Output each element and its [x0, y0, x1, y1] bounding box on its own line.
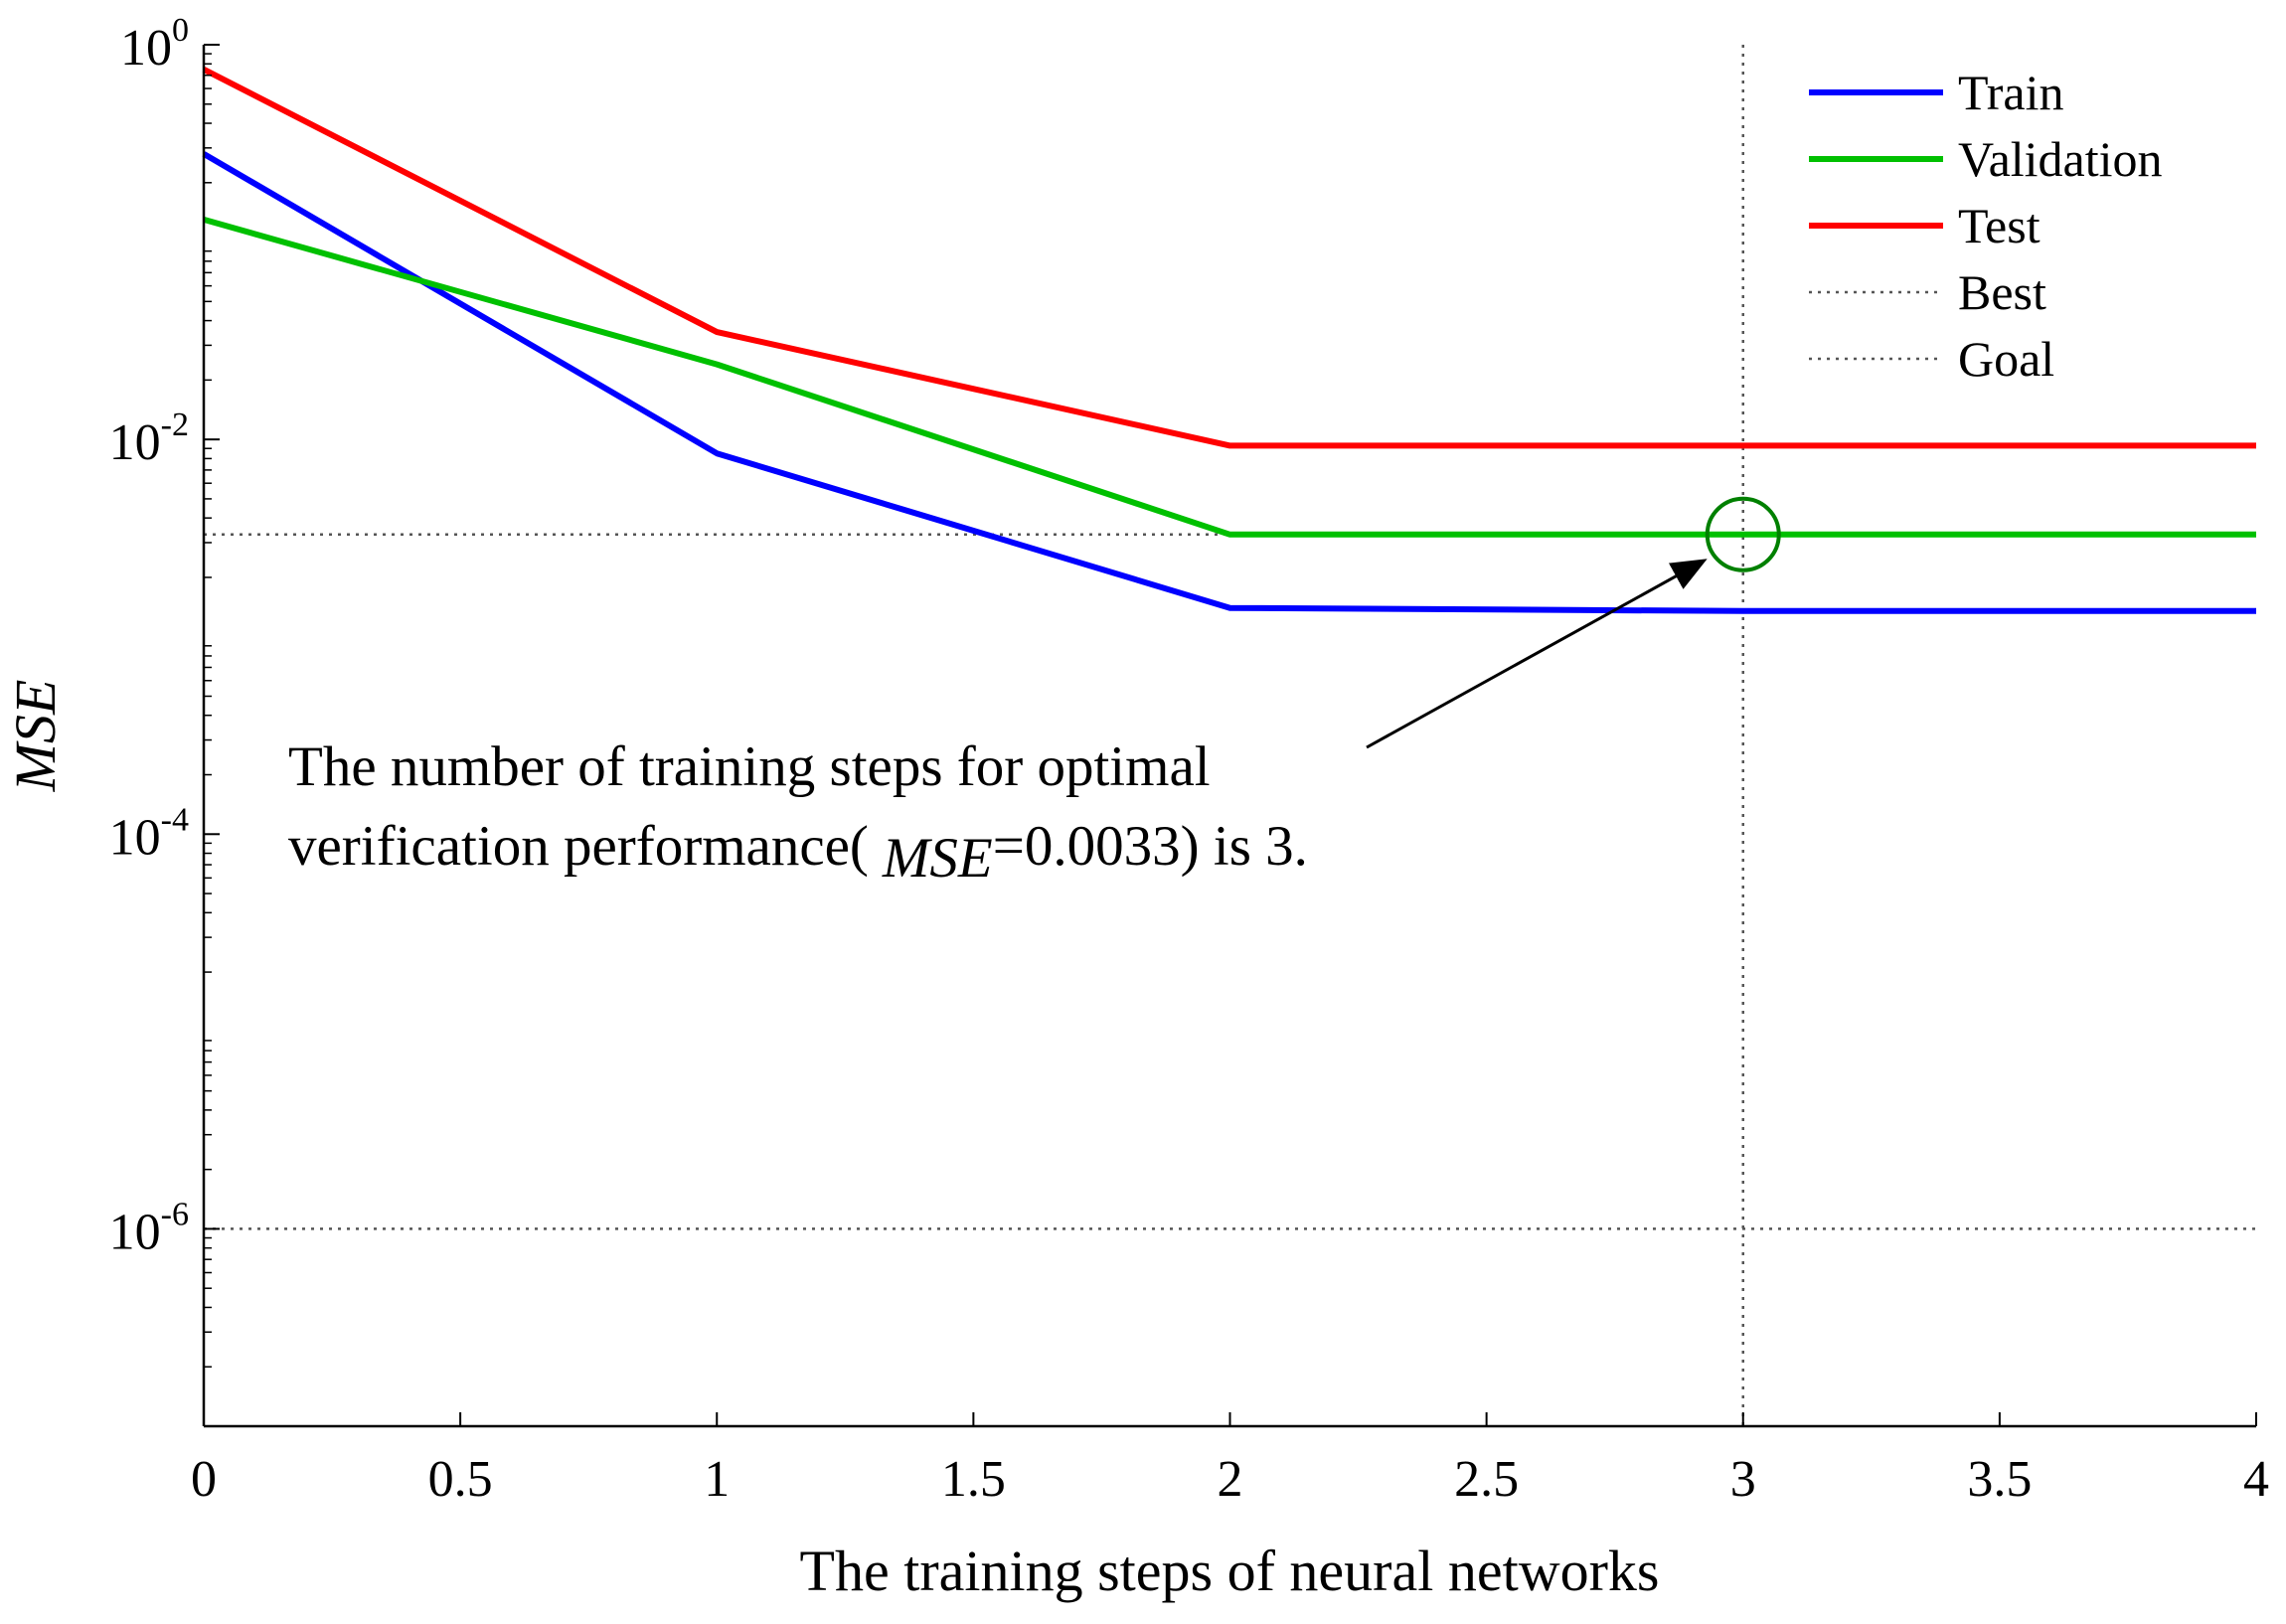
legend-label-train: Train — [1958, 65, 2064, 120]
legend-label-best: Best — [1958, 264, 2046, 320]
annotation-arrow — [1366, 559, 1708, 749]
legend-label-test: Test — [1958, 198, 2041, 253]
annotation-var: MSE — [882, 827, 993, 890]
y-tick-base: 10 — [109, 414, 161, 471]
series-line-train — [202, 151, 2256, 614]
y-tick-exponent: -4 — [161, 801, 189, 838]
annotation-line-1: The number of training steps for optimal — [288, 735, 1211, 798]
legend-label-validation: Validation — [1958, 131, 2163, 187]
y-axis-title: MSE — [3, 680, 68, 793]
x-tick-label: 2.5 — [1454, 1451, 1519, 1508]
x-tick-label: 3 — [1730, 1451, 1756, 1508]
y-tick-exponent: 0 — [172, 12, 189, 49]
x-tick-label: 1 — [704, 1451, 730, 1508]
x-tick-label: 4 — [2243, 1451, 2269, 1508]
y-tick-base: 10 — [109, 809, 161, 866]
y-tick-base: 10 — [109, 1204, 161, 1260]
x-tick-label: 3.5 — [1967, 1451, 2032, 1508]
y-tick-label: 10-2 — [109, 406, 189, 471]
y-tick-exponent: -6 — [161, 1196, 189, 1232]
x-tick-label: 0 — [191, 1451, 217, 1508]
series-line-test — [202, 67, 2256, 449]
x-tick-label: 1.5 — [941, 1451, 1006, 1508]
x-tick-label: 0.5 — [428, 1451, 493, 1508]
x-tick-label: 2 — [1218, 1451, 1243, 1508]
series-line-validation — [203, 217, 2256, 538]
y-tick-label: 10-6 — [109, 1196, 189, 1260]
annotation-suffix: =0.0033) is 3. — [993, 815, 1308, 878]
y-tick-exponent: -2 — [161, 406, 189, 443]
annotation-prefix: verification performance( — [288, 815, 869, 878]
best-point-circle — [1705, 496, 1781, 572]
annotation-line-2: verification performance(MSE=0.0033) is … — [288, 815, 1308, 890]
x-axis-title: The training steps of neural networks — [800, 1539, 1660, 1603]
y-tick-base: 10 — [120, 20, 172, 77]
y-tick-label: 10-4 — [109, 801, 189, 866]
plot-area — [204, 45, 2256, 1426]
y-tick-label: 100 — [120, 12, 189, 77]
legend-label-goal: Goal — [1958, 331, 2054, 387]
